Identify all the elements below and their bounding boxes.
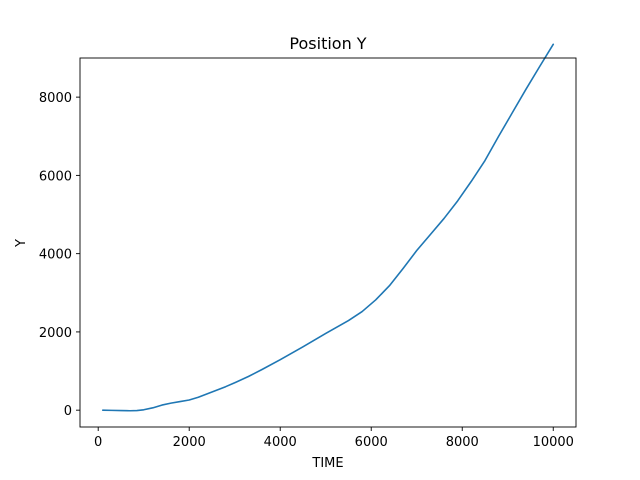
x-tick-label-8000: 8000 xyxy=(446,435,479,450)
plot-area: 0 2000 4000 6000 8000 10000 0 2000 4000 6000 8000 xyxy=(39,43,577,450)
y-tick-label-2000: 2000 xyxy=(39,326,72,341)
x-tick-label-10000: 10000 xyxy=(533,435,574,450)
x-axis-label: TIME xyxy=(311,456,343,471)
axes-frame xyxy=(79,57,577,428)
chart-title: Position Y xyxy=(289,34,366,53)
x-tick-label-0: 0 xyxy=(94,435,102,450)
y-tick-label-6000: 6000 xyxy=(39,169,72,184)
y-tick-label-4000: 4000 xyxy=(39,248,72,263)
x-tick-label-2000: 2000 xyxy=(173,435,206,450)
y-tick-label-0: 0 xyxy=(64,404,72,419)
y-tick-label-8000: 8000 xyxy=(39,91,72,106)
series-line-0 xyxy=(101,43,555,412)
y-axis-label: Y xyxy=(14,239,29,248)
x-tick-label-6000: 6000 xyxy=(355,435,388,450)
x-tick-label-4000: 4000 xyxy=(264,435,297,450)
